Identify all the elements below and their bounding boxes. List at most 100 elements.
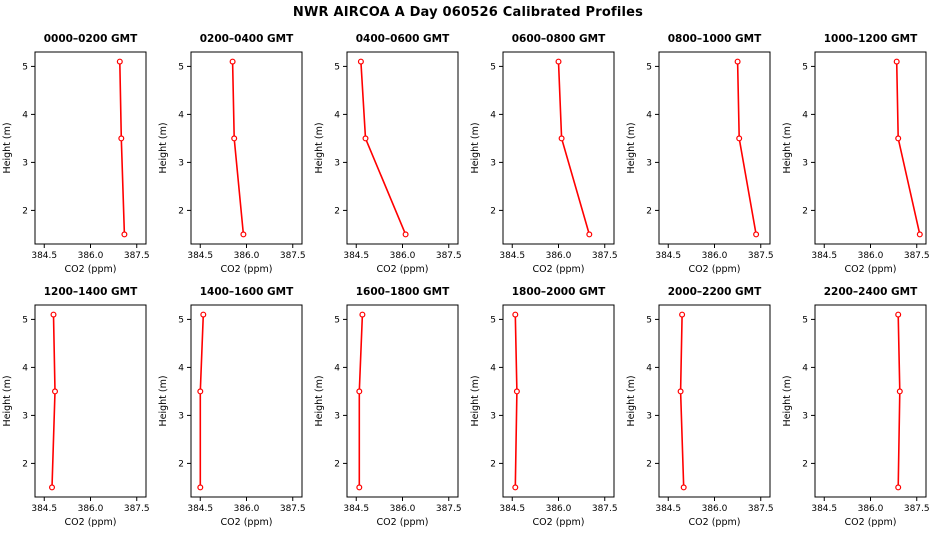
profile-point [734,58,741,65]
x-tick-label: 387.5 [436,251,462,261]
panel-title: 0200–0400 GMT [200,33,294,45]
plot-box [346,51,459,245]
y-tick-label: 4 [646,363,652,373]
profile-point [362,135,369,142]
y-tick-label: 4 [178,110,184,120]
x-axis-label: CO2 (ppm) [221,517,273,528]
profile-plot: 0000–0200 GMT 384.5 386.0 387.5 2 3 4 5 CO2 (ppm… [2,33,150,275]
y-axis-label: Height (m) [782,122,793,173]
profile-plot: 0800–1000 GMT 384.5 386.0 387.5 2 3 4 5 CO2 (ppm… [626,33,774,275]
y-tick-label: 5 [178,315,184,325]
y-axis-label: Height (m) [158,122,169,173]
profile-line [736,61,757,235]
x-tick-label: 386.0 [702,504,728,514]
x-tick-label: 387.5 [280,251,306,261]
y-tick-label: 5 [334,315,340,325]
y-tick-label: 2 [22,206,28,216]
x-tick-label: 386.0 [78,504,104,514]
x-axis-label: CO2 (ppm) [845,264,897,275]
profile-point [895,135,902,142]
y-tick-label: 3 [490,158,496,168]
profile-line [514,314,518,488]
x-tick-label: 386.0 [546,251,572,261]
y-tick-label: 3 [334,411,340,421]
y-tick-label: 3 [646,158,652,168]
y-tick-label: 2 [490,459,496,469]
x-tick-label: 387.5 [748,251,774,261]
plot-box [658,304,771,498]
profile-plot: 1000–1200 GMT 384.5 386.0 387.5 2 3 4 5 CO2 (ppm… [782,33,930,275]
y-tick-label: 2 [334,206,340,216]
y-tick-label: 5 [22,62,28,72]
y-tick-label: 3 [802,411,808,421]
y-tick-label: 4 [802,110,808,120]
panel-title: 1400–1600 GMT [200,286,294,298]
profile-panel: 1400–1600 GMT 384.5 386.0 387.5 2 3 4 5 CO2 (ppm… [156,280,312,533]
y-tick-label: 4 [802,363,808,373]
y-tick-label: 4 [334,110,340,120]
profile-panel: 2200–2400 GMT 384.5 386.0 387.5 2 3 4 5 CO2 (ppm… [780,280,936,533]
profile-line [51,314,56,488]
profile-point [896,388,903,395]
x-axis-label: CO2 (ppm) [65,264,117,275]
x-axis-label: CO2 (ppm) [377,264,429,275]
y-axis-label: Height (m) [314,122,325,173]
y-tick-label: 4 [22,363,28,373]
profile-plot: 0400–0600 GMT 384.5 386.0 387.5 2 3 4 5 CO2 (ppm… [314,33,462,275]
x-tick-label: 384.5 [655,504,681,514]
profile-point [50,311,57,318]
y-axis-label: Height (m) [2,375,13,426]
y-tick-label: 3 [22,411,28,421]
x-tick-label: 386.0 [858,504,884,514]
y-tick-label: 5 [22,315,28,325]
y-axis-label: Height (m) [782,375,793,426]
y-tick-label: 5 [802,62,808,72]
profile-line [679,314,685,488]
y-tick-label: 2 [646,459,652,469]
x-axis-label: CO2 (ppm) [65,517,117,528]
profile-line [897,314,901,488]
profile-point [51,388,58,395]
y-axis-label: Height (m) [158,375,169,426]
profile-plot: 0200–0400 GMT 384.5 386.0 387.5 2 3 4 5 CO2 (ppm… [158,33,306,275]
plot-box [346,304,459,498]
profile-point [895,484,902,491]
profile-point [197,484,204,491]
x-tick-label: 387.5 [280,504,306,514]
plot-box [34,51,147,245]
x-tick-label: 386.0 [546,504,572,514]
y-tick-label: 5 [334,62,340,72]
y-tick-label: 5 [490,315,496,325]
profile-point [512,311,519,318]
y-axis-label: Height (m) [626,122,637,173]
profile-point [402,231,409,238]
y-tick-label: 5 [646,62,652,72]
x-tick-label: 384.5 [343,251,369,261]
profile-plot: 1200–1400 GMT 384.5 386.0 387.5 2 3 4 5 CO2 (ppm… [2,286,150,528]
y-tick-label: 3 [334,158,340,168]
profile-plot: 2000–2200 GMT 384.5 386.0 387.5 2 3 4 5 CO2 (ppm… [626,286,774,528]
x-tick-label: 386.0 [234,251,260,261]
plot-box [190,51,303,245]
profile-panel: 1800–2000 GMT 384.5 386.0 387.5 2 3 4 5 CO2 (ppm… [468,280,624,533]
y-tick-label: 3 [178,158,184,168]
y-tick-label: 3 [22,158,28,168]
x-tick-label: 384.5 [811,504,837,514]
profile-point [231,135,238,142]
x-tick-label: 384.5 [499,504,525,514]
y-tick-label: 5 [178,62,184,72]
panel-title: 0600–0800 GMT [512,33,606,45]
profile-point [893,58,900,65]
y-tick-label: 4 [334,363,340,373]
panel-title: 1000–1200 GMT [824,33,918,45]
profile-line [358,314,364,488]
plot-box [814,304,927,498]
x-tick-label: 384.5 [343,504,369,514]
figure-title: NWR AIRCOA A Day 060526 Calibrated Profi… [292,5,644,20]
profile-point [359,311,366,318]
profile-point [229,58,236,65]
x-axis-label: CO2 (ppm) [845,517,897,528]
x-tick-label: 386.0 [390,504,416,514]
x-axis-label: CO2 (ppm) [533,517,585,528]
y-axis-label: Height (m) [470,122,481,173]
